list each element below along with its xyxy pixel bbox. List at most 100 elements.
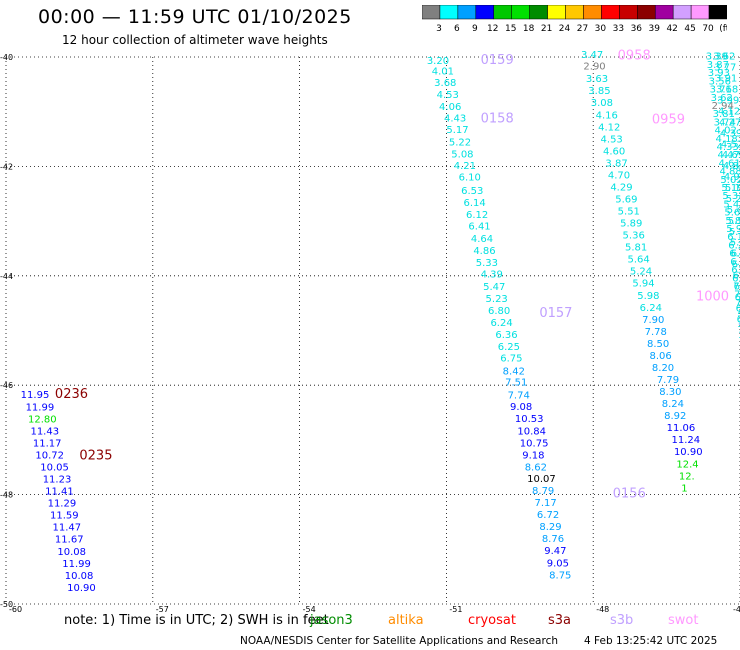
wave-height-label: 7.08 (738, 325, 740, 336)
wave-height-label: 10.53 (515, 414, 544, 425)
wave-height-label: 3.56 (709, 76, 731, 87)
wave-height-label: 11.24 (671, 435, 700, 446)
wave-height-label: 11.47 (52, 523, 81, 534)
pass-label: 0156 (613, 486, 646, 501)
wave-height-label: 8.30 (659, 387, 681, 398)
wave-height-label: 7.62 (737, 314, 740, 325)
wave-height-label: 6.62 (735, 292, 740, 303)
wave-height-label: 4.12 (598, 122, 620, 133)
wave-height-label: 7.48 (736, 306, 740, 317)
wave-height-label: 5.94 (632, 279, 654, 290)
pass-label: 0959 (652, 113, 685, 128)
wave-height-label: 3.39 (706, 52, 728, 63)
wave-height-label: 4.69 (722, 150, 740, 161)
colorbar-label: 70 (702, 24, 714, 33)
wave-height-label: 5.41 (727, 205, 740, 216)
wave-height-label: 11.99 (26, 402, 55, 413)
wave-height-label: 5.36 (623, 231, 645, 242)
wave-height-label: 6.24 (490, 318, 512, 329)
wave-height-label: 3.62 (711, 93, 733, 104)
wave-height-label: 10.05 (40, 463, 69, 474)
wave-height-label: 6.31 (733, 271, 740, 282)
wave-height-label: 5.12 (725, 183, 740, 194)
wave-height-label: 10.08 (65, 571, 94, 582)
colorbar-label: (ft) (719, 24, 727, 33)
wave-height-label: 6.80 (488, 306, 510, 317)
x-tick-label: -60 (9, 605, 22, 614)
wave-height-label: 3.68 (434, 78, 456, 89)
wave-height-label: 11.23 (43, 475, 72, 486)
wave-height-label: 4.16 (596, 110, 618, 121)
grid (5, 56, 740, 605)
wave-height-label: 6.15 (732, 260, 740, 271)
wave-height-label: 11.17 (33, 438, 62, 449)
colorbar-label: 36 (631, 24, 643, 33)
pass-label: 0235 (79, 449, 112, 464)
wave-height-label: 5.33 (722, 191, 740, 202)
pass-label: 1000 (696, 289, 729, 304)
wave-height-label: 3.63 (586, 74, 608, 85)
wave-height-label: 3.68 (716, 85, 738, 96)
wave-height-label: 8.79 (532, 486, 554, 497)
wave-height-label: 10.08 (57, 547, 86, 558)
wave-height-label: 4.43 (444, 114, 466, 125)
wave-height-label: 8.50 (647, 339, 669, 350)
wave-height-label: 11.99 (62, 559, 91, 570)
wave-height-label: 9.18 (522, 450, 544, 461)
wave-height-label: 4.70 (608, 170, 630, 181)
colorbar-swatch-16 (708, 5, 727, 20)
wave-height-label: 10.72 (35, 450, 64, 461)
wave-height-label: 4.21 (454, 161, 476, 172)
wave-height-label: 7.78 (645, 327, 667, 338)
wave-height-label: 11.41 (45, 487, 74, 498)
wave-height-label: 6.14 (464, 198, 486, 209)
y-tick-label: -46 (0, 381, 13, 390)
wave-height-label: 4.53 (437, 90, 459, 101)
wave-height-label: 4.27 (719, 117, 740, 128)
wave-height-label: 3.47 (581, 50, 603, 61)
colorbar-label: 21 (541, 24, 552, 33)
wave-height-label: 5.64 (627, 255, 649, 266)
wave-height-label: 10.84 (517, 426, 546, 437)
wave-height-label: 5.24 (630, 267, 652, 278)
legend-item-altika: altika (388, 613, 424, 628)
wave-height-label: 5.47 (483, 282, 505, 293)
wave-height-label: 7.79 (738, 323, 740, 334)
wave-height-label: 8.92 (664, 411, 686, 422)
wave-height-label: 12.80 (28, 414, 57, 425)
y-tick-label: -50 (0, 600, 13, 609)
wave-height-label: 7.79 (657, 375, 679, 386)
wave-height-label: 6.75 (500, 354, 522, 365)
colorbar-label: 39 (649, 24, 661, 33)
colorbar-label: 12 (487, 24, 498, 33)
wave-height-label: 8.62 (525, 463, 547, 474)
pass-label: 0157 (539, 306, 572, 321)
wave-height-label: 4.18 (716, 134, 738, 145)
wave-height-label: 4.53 (601, 134, 623, 145)
wave-height-label: 8.42 (503, 366, 525, 377)
wave-height-label: 4.02 (715, 126, 737, 137)
wave-height-label: 6.10 (459, 173, 481, 184)
wave-height-label: 5.86 (730, 238, 740, 249)
wave-height-label: 4.01 (432, 67, 454, 78)
wave-height-label: 6.41 (468, 221, 490, 232)
colorbar-label: 3 (436, 24, 442, 33)
legend-item-swot: swot (668, 613, 699, 628)
wave-height-label: 7.02 (733, 281, 740, 292)
wave-height-label: 7.24 (739, 336, 740, 347)
wave-height-label: 4.97 (724, 172, 740, 183)
wave-height-label: 10.90 (67, 583, 96, 594)
wave-height-label: 11.43 (30, 426, 59, 437)
wave-height-label: 5.69 (615, 195, 637, 206)
wave-height-label: 5.81 (625, 243, 647, 254)
wave-height-label: 7.51 (505, 378, 527, 389)
wave-height-label: 4.64 (471, 234, 493, 245)
wave-height-label: 5.81 (725, 216, 740, 227)
wave-height-label: 3.87 (605, 158, 627, 169)
wave-height-label: 4.33 (717, 142, 739, 153)
x-tick-label: -48 (596, 605, 609, 614)
colorbar-label: 45 (684, 24, 695, 33)
wave-height-label: 6.24 (640, 303, 662, 314)
